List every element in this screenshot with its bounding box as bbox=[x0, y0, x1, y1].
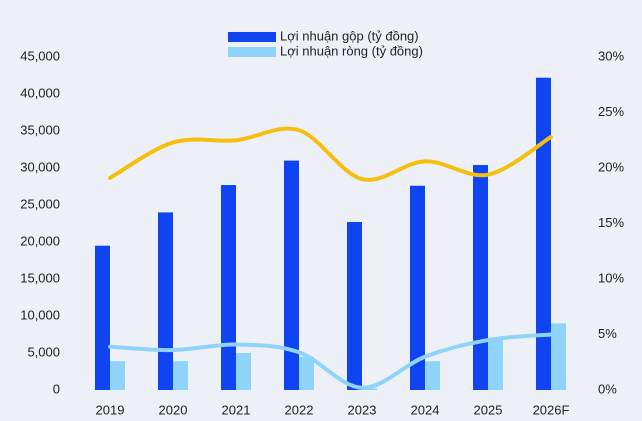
x-tick-label: 2019 bbox=[96, 402, 125, 417]
y-tick-label: 10,000 bbox=[20, 307, 60, 322]
x-tick-label: 2026F bbox=[533, 402, 570, 417]
bar bbox=[299, 356, 314, 390]
legend-swatch bbox=[228, 47, 276, 57]
y2-tick-label: 5% bbox=[598, 326, 617, 341]
bar bbox=[551, 323, 566, 390]
x-tick-label: 2023 bbox=[348, 402, 377, 417]
y2-tick-label: 30% bbox=[598, 48, 624, 63]
legend-swatch bbox=[228, 32, 276, 42]
y-tick-label: 5,000 bbox=[27, 344, 60, 359]
line bbox=[108, 332, 553, 390]
y-tick-label: 20,000 bbox=[20, 233, 60, 248]
bar bbox=[221, 185, 236, 390]
y-tick-label: 15,000 bbox=[20, 270, 60, 285]
y-tick-label: 25,000 bbox=[20, 196, 60, 211]
y2-tick-label: 10% bbox=[598, 270, 624, 285]
bar bbox=[95, 245, 110, 390]
bar bbox=[362, 388, 377, 390]
bar bbox=[158, 212, 173, 390]
y-tick-label: 30,000 bbox=[20, 159, 60, 174]
y-tick-label: 0 bbox=[53, 381, 60, 396]
bar bbox=[488, 338, 503, 390]
bar bbox=[173, 361, 188, 390]
x-tick-label: 2025 bbox=[474, 402, 503, 417]
line bbox=[108, 126, 553, 182]
bar bbox=[473, 165, 488, 390]
bar bbox=[425, 361, 440, 390]
bar bbox=[110, 361, 125, 390]
x-tick-label: 2020 bbox=[159, 402, 188, 417]
x-tick-label: 2024 bbox=[411, 402, 440, 417]
y-tick-label: 35,000 bbox=[20, 122, 60, 137]
y-tick-label: 40,000 bbox=[20, 85, 60, 100]
x-tick-label: 2022 bbox=[285, 402, 314, 417]
legend-label: Lợi nhuận gộp (tỷ đồng) bbox=[280, 28, 419, 43]
y2-tick-label: 25% bbox=[598, 104, 624, 119]
bar bbox=[410, 185, 425, 390]
legend-label: Lợi nhuận ròng (tỷ đồng) bbox=[280, 43, 423, 58]
bar bbox=[347, 222, 362, 390]
bar bbox=[284, 160, 299, 390]
x-tick-label: 2021 bbox=[222, 402, 251, 417]
y2-tick-label: 15% bbox=[598, 215, 624, 230]
y-tick-label: 45,000 bbox=[20, 48, 60, 63]
bar bbox=[236, 353, 251, 390]
y2-tick-label: 20% bbox=[598, 159, 624, 174]
y2-tick-label: 0% bbox=[598, 381, 617, 396]
bar bbox=[536, 77, 551, 390]
